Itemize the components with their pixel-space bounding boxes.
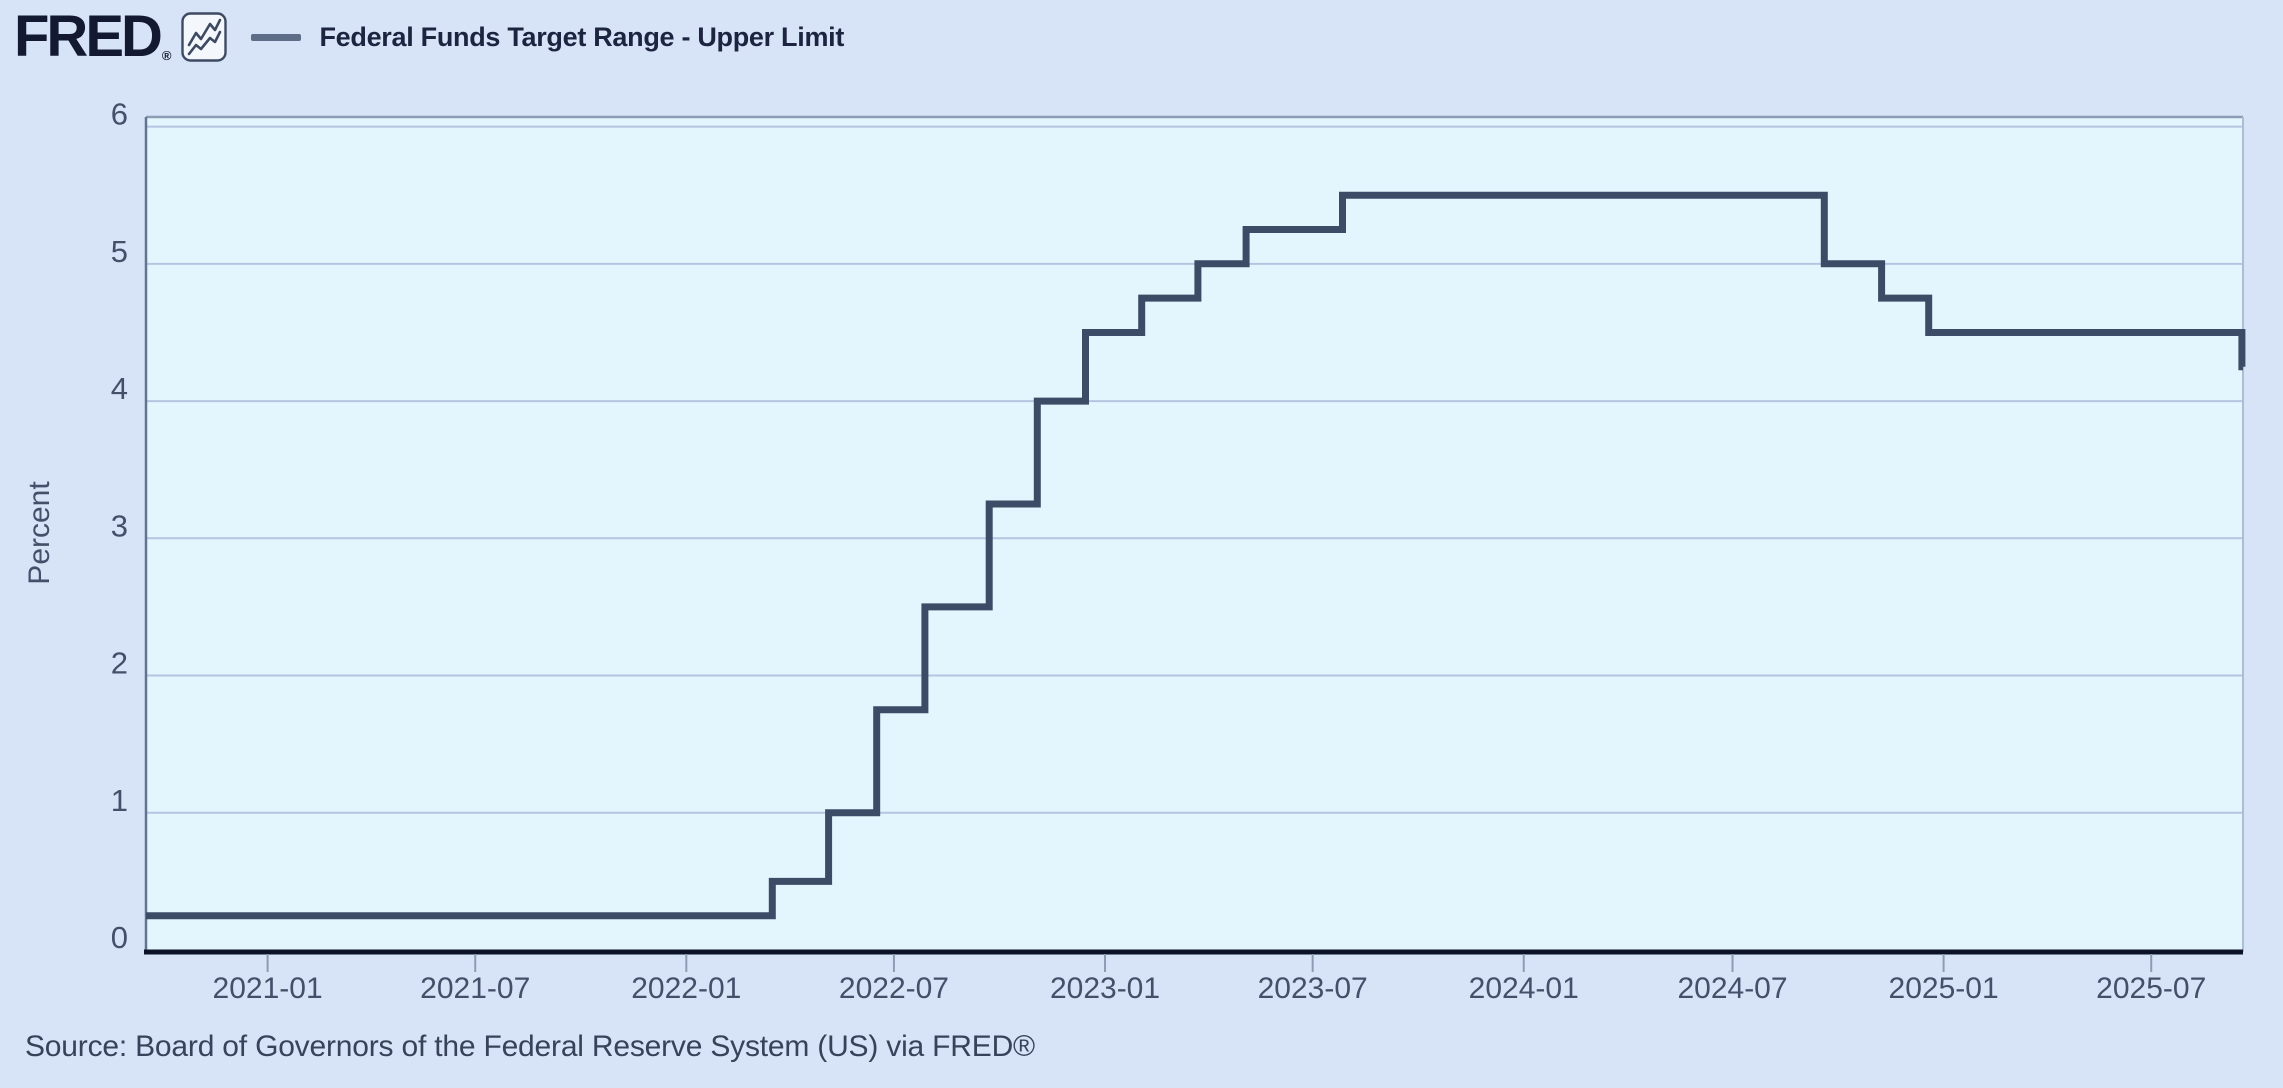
y-tick-label: 4 [111, 371, 128, 406]
fred-logo-text: FRED [14, 4, 163, 69]
y-tick-label: 5 [111, 234, 128, 269]
x-tick-label: 2021-01 [213, 972, 323, 1005]
x-tick-label: 2022-07 [839, 972, 949, 1005]
plot-area[interactable] [146, 117, 2243, 950]
y-tick-label: 2 [111, 646, 128, 681]
x-tick-label: 2021-07 [420, 972, 530, 1005]
x-tick-label: 2023-07 [1258, 972, 1368, 1005]
y-tick-label: 0 [111, 920, 128, 955]
fred-logo[interactable]: FRED ® [14, 8, 171, 66]
x-tick-label: 2024-07 [1677, 972, 1787, 1005]
zigzag-chart-icon [181, 12, 228, 62]
x-tick-label: 2024-01 [1469, 972, 1579, 1005]
x-tick-label: 2025-07 [2096, 972, 2206, 1005]
series-line-dash-icon [251, 33, 302, 41]
legend-series-label: Federal Funds Target Range - Upper Limit [319, 21, 845, 52]
chart-header: FRED ® Federal Funds Target Range - Uppe… [14, 8, 844, 66]
x-tick-label: 2022-01 [631, 972, 741, 1005]
y-axis-title: Percent [23, 481, 56, 585]
chart-legend[interactable]: Federal Funds Target Range - Upper Limit [251, 22, 844, 53]
y-tick-label: 3 [111, 508, 128, 543]
x-tick-label: 2023-01 [1050, 972, 1160, 1005]
series-line [146, 191, 2246, 920]
y-tick-label: 6 [111, 97, 128, 132]
x-tick-label: 2025-01 [1889, 972, 1999, 1005]
source-attribution: Source: Board of Governors of the Federa… [25, 1030, 1035, 1063]
registered-trademark-icon: ® [161, 48, 172, 63]
y-tick-label: 1 [111, 783, 128, 818]
